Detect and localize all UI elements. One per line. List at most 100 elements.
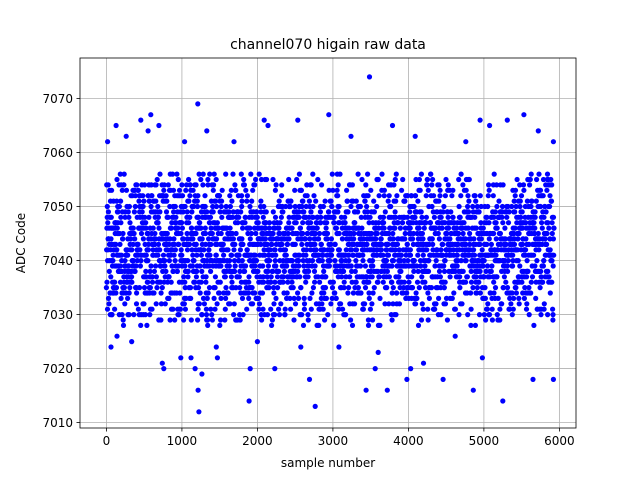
- data-point: [396, 247, 402, 253]
- data-point: [166, 258, 172, 264]
- data-point: [324, 220, 330, 226]
- data-point: [141, 198, 147, 204]
- data-point: [463, 241, 469, 247]
- data-point: [178, 247, 184, 253]
- data-point: [218, 263, 224, 269]
- data-point: [520, 182, 527, 188]
- data-point: [514, 176, 520, 183]
- data-point: [487, 122, 493, 129]
- data-point: [269, 317, 275, 323]
- data-point: [302, 236, 308, 242]
- data-point: [227, 301, 233, 307]
- data-point: [187, 193, 193, 199]
- data-point: [246, 295, 252, 301]
- data-point: [402, 198, 408, 204]
- data-point: [226, 263, 232, 269]
- data-point: [179, 252, 185, 258]
- data-point: [294, 176, 300, 183]
- data-point: [126, 263, 132, 269]
- data-point: [392, 247, 398, 253]
- data-point: [349, 182, 355, 188]
- data-point: [280, 209, 286, 215]
- data-point: [300, 230, 306, 237]
- data-point: [449, 193, 455, 199]
- data-point: [500, 398, 506, 404]
- data-point: [404, 290, 410, 296]
- data-point: [296, 171, 302, 177]
- data-point: [120, 317, 126, 323]
- data-point: [126, 203, 132, 210]
- data-point: [105, 220, 111, 226]
- data-point: [442, 279, 448, 285]
- data-point: [285, 279, 291, 285]
- data-point: [207, 214, 214, 220]
- data-point: [544, 171, 551, 177]
- data-point: [298, 187, 304, 193]
- data-point: [449, 295, 455, 301]
- data-point: [125, 295, 131, 301]
- data-point: [113, 285, 120, 291]
- data-point: [447, 274, 453, 280]
- data-point: [386, 274, 392, 280]
- data-point: [310, 203, 316, 210]
- data-point: [549, 279, 555, 285]
- data-point: [521, 295, 528, 301]
- data-point: [209, 312, 215, 318]
- data-point: [114, 333, 120, 339]
- data-point: [533, 295, 539, 301]
- data-point: [178, 355, 184, 361]
- data-point: [425, 187, 431, 193]
- data-point: [432, 306, 438, 312]
- data-point: [352, 301, 358, 307]
- data-point: [420, 252, 426, 258]
- data-point: [438, 312, 444, 318]
- data-point: [532, 214, 538, 220]
- data-point: [347, 274, 353, 280]
- data-point: [188, 355, 194, 361]
- data-point: [261, 247, 267, 253]
- data-point: [362, 285, 369, 291]
- data-point: [270, 268, 276, 274]
- data-point: [423, 220, 429, 226]
- data-point: [515, 236, 521, 242]
- data-point: [254, 209, 260, 215]
- data-point: [256, 301, 263, 307]
- data-point: [267, 247, 273, 253]
- data-point: [209, 230, 215, 237]
- data-point: [266, 285, 272, 291]
- data-point: [273, 252, 279, 258]
- data-point: [489, 306, 495, 312]
- data-point: [114, 176, 120, 183]
- data-point: [130, 241, 136, 247]
- data-point: [440, 209, 446, 215]
- data-point: [179, 193, 186, 199]
- data-point: [353, 198, 359, 204]
- data-point: [223, 171, 229, 177]
- data-point: [411, 268, 417, 274]
- data-point: [229, 230, 235, 237]
- data-point: [155, 252, 161, 258]
- data-point: [119, 312, 125, 318]
- data-point: [407, 209, 413, 215]
- data-point: [127, 285, 133, 291]
- data-point: [380, 279, 386, 285]
- data-point: [392, 176, 398, 183]
- data-point: [153, 301, 159, 307]
- data-point: [503, 279, 509, 285]
- data-point: [230, 209, 236, 215]
- data-point: [182, 263, 188, 269]
- data-point: [239, 203, 245, 210]
- data-point: [157, 209, 163, 215]
- data-point: [473, 274, 479, 280]
- data-point: [537, 203, 544, 210]
- data-point: [213, 203, 220, 210]
- data-point: [489, 263, 495, 269]
- data-point: [308, 306, 314, 312]
- data-point: [362, 263, 368, 269]
- data-point: [472, 193, 478, 199]
- data-point: [424, 247, 430, 253]
- data-point: [315, 176, 321, 183]
- data-point: [531, 322, 537, 328]
- data-point: [298, 285, 304, 291]
- data-point: [390, 301, 396, 307]
